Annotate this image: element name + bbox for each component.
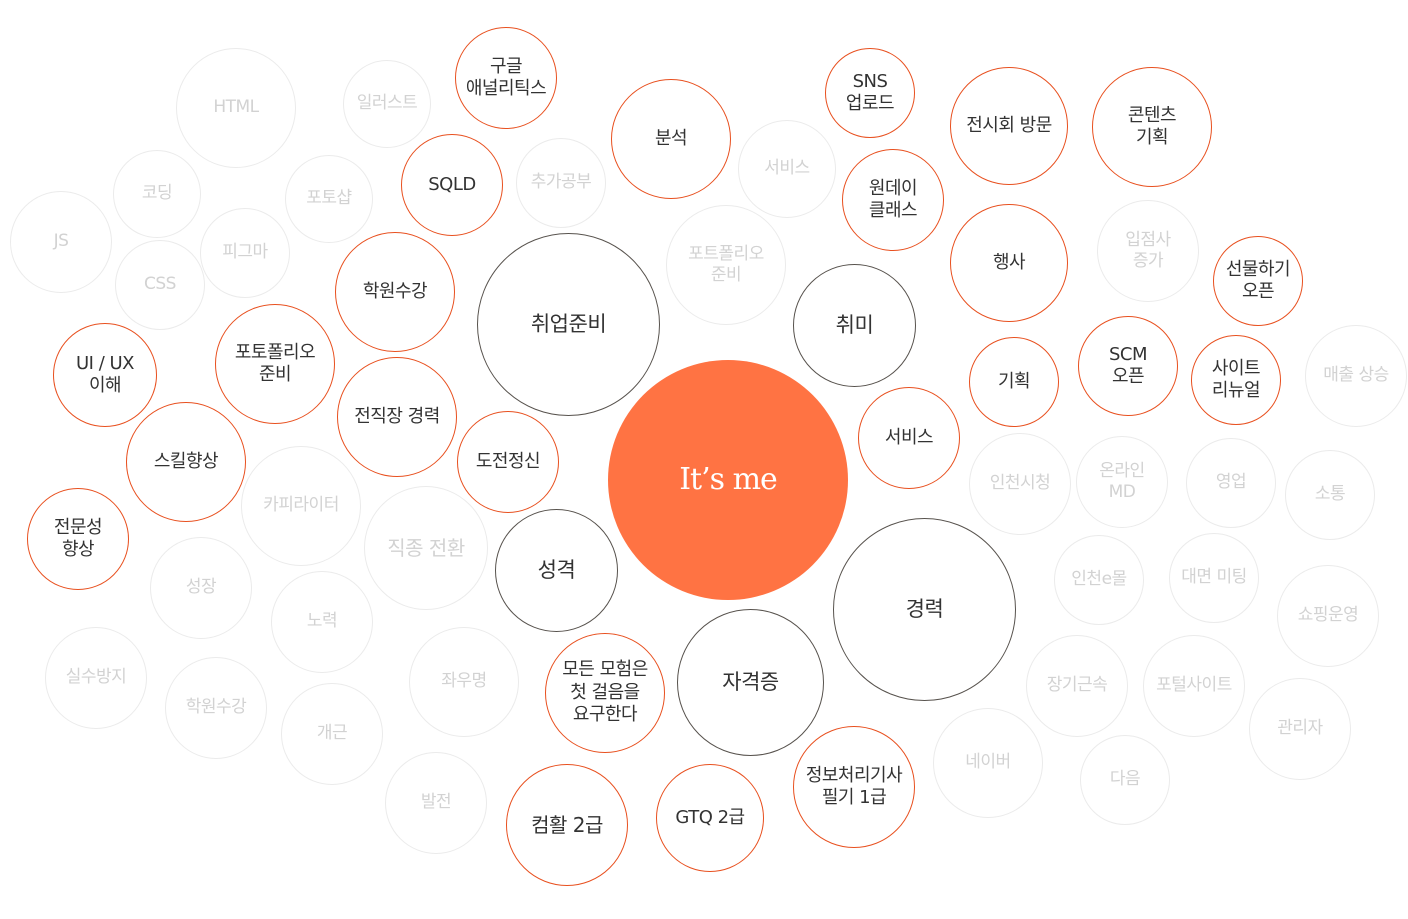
category-bubble-job-prep: 취업준비: [477, 233, 660, 416]
keyword-bubble: 선물하기 오픈: [1213, 236, 1303, 326]
faded-bubble: 좌우명: [409, 627, 519, 737]
keyword-bubble: 구글 애널리틱스: [455, 27, 557, 129]
faded-bubble: 다음: [1080, 735, 1170, 825]
keyword-bubble: 학원수강: [335, 232, 455, 352]
faded-bubble: 매출 상승: [1305, 325, 1407, 427]
category-bubble-career: 경력: [833, 518, 1016, 701]
faded-bubble: 장기근속: [1026, 635, 1128, 737]
keyword-bubble: SNS 업로드: [825, 48, 915, 138]
keyword-bubble: 도전정신: [457, 411, 559, 513]
faded-bubble: 인천e몰: [1054, 535, 1144, 625]
faded-bubble: 코딩: [113, 150, 201, 238]
faded-bubble: 피그마: [200, 208, 290, 298]
keyword-bubble: UI / UX 이해: [53, 323, 157, 427]
keyword-bubble: 행사: [950, 204, 1068, 322]
keyword-bubble: 서비스: [858, 387, 960, 489]
keyword-bubble: 전시회 방문: [950, 67, 1068, 185]
keyword-bubble: 콘텐츠 기획: [1092, 67, 1212, 187]
keyword-bubble: 포토폴리오 준비: [215, 304, 335, 424]
faded-bubble: 개근: [281, 683, 383, 785]
faded-bubble: 포털사이트: [1143, 635, 1245, 737]
keyword-bubble: 스킬향상: [126, 402, 246, 522]
faded-bubble: 일러스트: [343, 60, 431, 148]
faded-bubble: 소통: [1285, 450, 1375, 540]
faded-bubble: 발전: [385, 752, 487, 854]
faded-bubble: 대면 미팅: [1169, 533, 1259, 623]
faded-bubble: 인천시청: [969, 433, 1071, 535]
faded-bubble: 직종 전환: [364, 486, 488, 610]
faded-bubble: 성장: [150, 537, 252, 639]
faded-bubble: 실수방지: [45, 627, 147, 729]
keyword-bubble: 모든 모험은 첫 걸음을 요구한다: [545, 633, 665, 753]
keyword-bubble: 분석: [611, 79, 731, 199]
category-bubble-hobby: 취미: [793, 264, 916, 387]
faded-bubble: 포트폴리오 준비: [666, 205, 786, 325]
faded-bubble: 포토샵: [285, 155, 373, 243]
keyword-bubble: SCM 오픈: [1078, 316, 1178, 416]
category-bubble-personality: 성격: [495, 509, 618, 632]
category-bubble-certification: 자격증: [677, 609, 824, 756]
faded-bubble: 카피라이터: [241, 446, 361, 566]
faded-bubble: 네이버: [933, 708, 1043, 818]
faded-bubble: 영업: [1186, 438, 1276, 528]
faded-bubble: 추가공부: [516, 138, 606, 228]
keyword-bubble: 원데이 클래스: [842, 149, 944, 251]
faded-bubble: 입점사 증가: [1097, 200, 1199, 302]
keyword-bubble: 기획: [969, 337, 1059, 427]
faded-bubble: 노력: [271, 571, 373, 673]
keyword-bubble: SQLD: [401, 134, 503, 236]
keyword-bubble: 정보처리기사 필기 1급: [793, 726, 915, 848]
keyword-bubble: 사이트 리뉴얼: [1191, 335, 1281, 425]
faded-bubble: 온라인 MD: [1076, 436, 1168, 528]
center-bubble: It’s me: [608, 360, 848, 600]
faded-bubble: 쇼핑운영: [1277, 565, 1379, 667]
faded-bubble: JS: [10, 191, 112, 293]
keyword-bubble: 컴활 2급: [506, 764, 628, 886]
faded-bubble: 서비스: [738, 120, 836, 218]
faded-bubble: 관리자: [1249, 678, 1351, 780]
keyword-bubble: 전문성 향상: [27, 488, 129, 590]
faded-bubble: HTML: [176, 48, 296, 168]
faded-bubble: CSS: [115, 240, 205, 330]
keyword-bubble: 전직장 경력: [337, 357, 457, 477]
keyword-bubble: GTQ 2급: [656, 764, 764, 872]
faded-bubble: 학원수강: [165, 657, 267, 759]
